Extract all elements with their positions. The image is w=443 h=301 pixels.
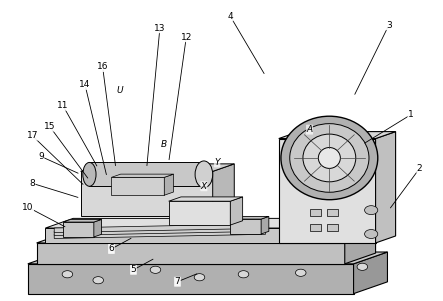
Ellipse shape bbox=[319, 147, 340, 168]
Circle shape bbox=[62, 271, 73, 278]
Text: 14: 14 bbox=[79, 80, 91, 89]
Polygon shape bbox=[169, 197, 243, 201]
Text: A: A bbox=[307, 125, 313, 134]
Polygon shape bbox=[354, 252, 388, 294]
Text: 2: 2 bbox=[417, 164, 423, 173]
Circle shape bbox=[150, 266, 161, 273]
Text: Y: Y bbox=[214, 158, 220, 167]
Polygon shape bbox=[230, 219, 261, 234]
Circle shape bbox=[238, 271, 249, 278]
Polygon shape bbox=[37, 243, 345, 264]
Polygon shape bbox=[37, 232, 376, 243]
Circle shape bbox=[365, 230, 378, 238]
Polygon shape bbox=[169, 201, 230, 225]
Polygon shape bbox=[54, 227, 265, 235]
Polygon shape bbox=[112, 174, 174, 177]
Polygon shape bbox=[28, 252, 388, 264]
Ellipse shape bbox=[303, 134, 356, 182]
Polygon shape bbox=[164, 174, 174, 195]
Ellipse shape bbox=[290, 124, 369, 192]
Polygon shape bbox=[46, 218, 315, 228]
Ellipse shape bbox=[281, 116, 378, 200]
Text: 12: 12 bbox=[181, 33, 192, 42]
Text: 4: 4 bbox=[228, 12, 233, 21]
Text: 7: 7 bbox=[175, 277, 180, 286]
Text: 13: 13 bbox=[154, 24, 166, 33]
Ellipse shape bbox=[83, 163, 96, 186]
Text: 17: 17 bbox=[27, 131, 38, 140]
Polygon shape bbox=[230, 197, 243, 225]
Polygon shape bbox=[230, 216, 269, 219]
Text: 1: 1 bbox=[408, 110, 414, 119]
Polygon shape bbox=[213, 164, 234, 216]
Circle shape bbox=[93, 277, 104, 284]
Polygon shape bbox=[28, 264, 354, 294]
Polygon shape bbox=[63, 219, 101, 222]
Polygon shape bbox=[288, 218, 315, 243]
Ellipse shape bbox=[195, 161, 213, 188]
Bar bbox=[327, 209, 338, 216]
Polygon shape bbox=[54, 224, 265, 232]
Text: 5: 5 bbox=[131, 265, 136, 274]
Text: 6: 6 bbox=[109, 244, 114, 253]
Circle shape bbox=[365, 206, 378, 215]
Polygon shape bbox=[279, 138, 376, 243]
Text: 15: 15 bbox=[44, 122, 55, 131]
Text: 16: 16 bbox=[97, 63, 109, 72]
Text: U: U bbox=[117, 86, 124, 95]
Polygon shape bbox=[63, 222, 94, 237]
Polygon shape bbox=[112, 177, 164, 195]
Text: 10: 10 bbox=[22, 203, 34, 212]
Bar bbox=[310, 209, 321, 216]
Polygon shape bbox=[89, 163, 204, 186]
Polygon shape bbox=[279, 132, 396, 138]
Text: 9: 9 bbox=[38, 152, 44, 161]
Text: 3: 3 bbox=[386, 21, 392, 30]
Bar bbox=[327, 224, 338, 231]
Text: 8: 8 bbox=[29, 179, 35, 188]
Circle shape bbox=[357, 263, 368, 270]
Polygon shape bbox=[54, 230, 265, 238]
Polygon shape bbox=[376, 132, 396, 243]
Text: X: X bbox=[201, 182, 207, 191]
Text: 11: 11 bbox=[57, 101, 69, 110]
Polygon shape bbox=[81, 171, 213, 216]
Polygon shape bbox=[261, 216, 269, 234]
Polygon shape bbox=[94, 219, 101, 237]
Polygon shape bbox=[345, 232, 376, 264]
Polygon shape bbox=[81, 164, 234, 171]
Bar bbox=[310, 224, 321, 231]
Circle shape bbox=[295, 269, 306, 276]
Text: B: B bbox=[161, 140, 167, 149]
Circle shape bbox=[194, 274, 205, 281]
Polygon shape bbox=[46, 228, 288, 243]
